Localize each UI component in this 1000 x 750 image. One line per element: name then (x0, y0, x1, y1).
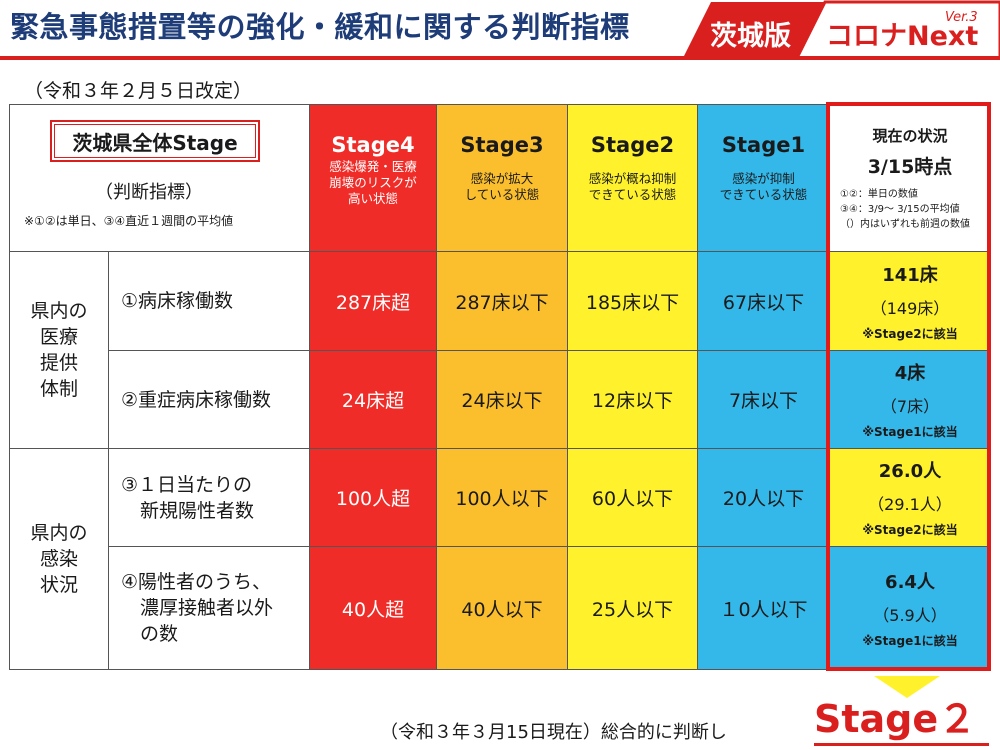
stage2-header: Stage2 感染が概ね抑制 できている状態 (568, 104, 698, 252)
stage2-name: Stage2 (590, 133, 675, 157)
table-cell: 287床以下 (437, 252, 568, 351)
current-status-date: 3/15時点 (867, 156, 953, 178)
stage4-header: Stage4 感染爆発・医療 崩壊のリスクが 高い状態 (310, 104, 437, 252)
down-arrow-icon (874, 676, 940, 698)
previous-week-value: （7床） (880, 397, 940, 416)
table-cell: 40人以下 (437, 547, 568, 670)
brand-logo (683, 0, 1000, 60)
table-cell: 67床以下 (698, 252, 830, 351)
indicator-non-close-contact-positives: ④陽性者のうち、 濃厚接触者以外 の数 (109, 547, 310, 670)
current-non-close-contact-positives: 6.4人 （5.9人） ※Stage1に該当 (830, 547, 991, 670)
current-new-positives: 26.0人 （29.1人） ※Stage2に該当 (830, 449, 991, 547)
previous-week-value: （149床） (870, 298, 950, 318)
stage-assessment: ※Stage1に該当 (862, 425, 958, 439)
overall-stage-result: Stage２ (814, 697, 977, 741)
table-cell: 185床以下 (568, 252, 698, 351)
averaging-note: ※①②は単日、③④直近１週間の平均値 (24, 214, 234, 228)
stage-assessment: ※Stage2に該当 (862, 523, 958, 537)
current-value: 26.0人 (878, 461, 942, 482)
overall-stage-underline (814, 743, 989, 746)
stage1-description: 感染が抑制 できている状態 (719, 171, 808, 202)
stage4-description: 感染爆発・医療 崩壊のリスクが 高い状態 (329, 159, 417, 206)
current-value: 6.4人 (885, 571, 935, 593)
table-cell: 100人超 (310, 449, 437, 547)
revision-date: （令和３年２月５日改定） (24, 80, 253, 102)
stage4-name: Stage4 (331, 133, 415, 157)
stage1-name: Stage1 (721, 133, 806, 157)
brand-version: Ver.3 (945, 10, 978, 25)
table-cell: 24床以下 (437, 351, 568, 449)
indicator-severe-bed-occupancy: ②重症病床稼働数 (109, 351, 310, 449)
stage2-description: 感染が概ね抑制 できている状態 (588, 171, 677, 202)
indicator-new-positives: ③１日当たりの 新規陽性者数 (109, 449, 310, 547)
stage-assessment: ※Stage2に該当 (862, 326, 958, 341)
table-cell: １0人以下 (698, 547, 830, 670)
table-cell: 100人以下 (437, 449, 568, 547)
judgement-indicator-label: （判断指標） (95, 182, 203, 203)
table-cell: 40人超 (310, 547, 437, 670)
current-status-header: 現在の状況 3/15時点 ①②：単日の数値 ③④：3/9～ 3/15の平均値 （… (830, 104, 991, 252)
stage3-header: Stage3 感染が拡大 している状態 (437, 104, 568, 252)
current-status-title: 現在の状況 (872, 127, 948, 145)
group-medical-system: 県内の 医療 提供 体制 (9, 252, 109, 449)
table-cell: 12床以下 (568, 351, 698, 449)
brand-text-corona-next: コロナNext (826, 21, 979, 52)
previous-week-value: （29.1人） (868, 495, 952, 514)
stage3-description: 感染が拡大 している状態 (464, 171, 540, 202)
current-value: 141床 (882, 264, 938, 286)
brand-badge-shape (683, 0, 1000, 60)
table-cell: 20人以下 (698, 449, 830, 547)
prefecture-stage-label: 茨城県全体Stage (54, 124, 256, 158)
table-cell: 7床以下 (698, 351, 830, 449)
group-infection-status: 県内の 感染 状況 (9, 449, 109, 670)
header-divider (0, 56, 1000, 60)
brand-text-ibaraki: 茨城版 (710, 21, 791, 52)
prefecture-stage-label-box: 茨城県全体Stage (50, 120, 260, 162)
page-title: 緊急事態措置等の強化・緩和に関する判断指標 (10, 10, 630, 44)
indicator-bed-occupancy: ①病床稼働数 (109, 252, 310, 351)
stage-assessment: ※Stage1に該当 (862, 633, 958, 648)
current-bed-occupancy: 141床 （149床） ※Stage2に該当 (830, 252, 991, 351)
current-status-note: ①②：単日の数値 ③④：3/9～ 3/15の平均値 （）内はいずれも前週の数値 (840, 189, 970, 230)
stage1-header: Stage1 感染が抑制 できている状態 (698, 104, 830, 252)
table-cell: 60人以下 (568, 449, 698, 547)
table-cell: 25人以下 (568, 547, 698, 670)
current-severe-bed-occupancy: 4床 （7床） ※Stage1に該当 (830, 351, 991, 449)
stage3-name: Stage3 (460, 133, 544, 157)
current-value: 4床 (894, 363, 926, 384)
overall-judgement-text: （令和３年３月15日現在）総合的に判断し (380, 722, 727, 743)
table-cell: 287床超 (310, 252, 437, 351)
table-cell: 24床超 (310, 351, 437, 449)
previous-week-value: （5.9人） (873, 605, 947, 625)
